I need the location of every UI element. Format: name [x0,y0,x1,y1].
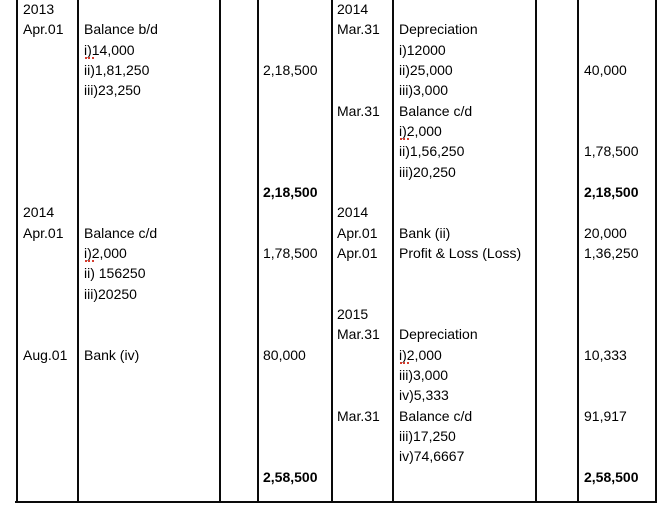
credit-entry2-item-i: i)2,000 [399,123,442,139]
credit-entry4-day: Apr.01 [337,245,378,261]
credit-entry3-particular: Bank (ii) [399,225,451,241]
table-right-border [655,0,657,502]
debit-entry2-particular: Balance c/d [84,225,158,241]
credit-entry4-amount: 1,36,250 [584,245,639,261]
debit-entry2-day: Apr.01 [23,225,64,241]
credit-total-1: 2,18,500 [584,184,639,200]
debit-entry1-year: 2013 [23,1,55,17]
credit-entry3-day: Apr.01 [337,225,378,241]
spellcheck-squiggle [400,362,409,364]
debit-entry1-item-iii: iii)23,250 [84,82,141,98]
credit-entry5-item-iii: iii)3,000 [399,367,449,383]
debit-total-1: 2,18,500 [263,184,318,200]
credit-entry1-particular: Depreciation [399,21,478,37]
debit-entry2-item-iii: iii)20250 [84,286,137,302]
debit-entry3-day: Aug.01 [23,347,68,363]
center-divider [331,0,333,502]
debit-entry1-particular: Balance b/d [84,21,158,37]
debit-entry2-item-ii: ii) 156250 [84,265,146,281]
debit-entry2-item-i: i)2,000 [84,245,127,261]
table-left-border [16,0,18,502]
credit-entry5-year: 2015 [337,306,369,322]
credit-entry2-item-ii: ii)1,56,250 [399,143,465,159]
credit-particulars-divider [535,0,537,502]
credit-entry6-item-iv: iv)74,6667 [399,448,465,464]
spellcheck-squiggle [85,260,94,262]
credit-entry2-amount: 1,78,500 [584,143,639,159]
credit-entry3-year: 2014 [337,204,369,220]
debit-total-2: 2,58,500 [263,469,318,485]
credit-entry5-item-i: i)2,000 [399,347,442,363]
credit-entry2-day: Mar.31 [337,103,380,119]
credit-entry6-day: Mar.31 [337,408,380,424]
credit-entry1-amount: 40,000 [584,62,627,78]
debit-date-divider [77,0,79,502]
credit-entry2-item-iii: iii)20,250 [399,164,456,180]
spellcheck-squiggle [85,57,94,59]
credit-entry5-particular: Depreciation [399,326,478,342]
credit-entry5-day: Mar.31 [337,326,380,342]
credit-entry1-item-iii: iii)3,000 [399,82,449,98]
credit-entry6-particular: Balance c/d [399,408,473,424]
credit-total-2: 2,58,500 [584,469,639,485]
debit-entry2-year: 2014 [23,204,55,220]
credit-entry1-item-i: i)12000 [399,42,446,58]
credit-entry5-item-iv: iv)5,333 [399,387,449,403]
debit-entry3-particular: Bank (iv) [84,347,140,363]
debit-entry3-amount: 80,000 [263,347,306,363]
credit-date-divider [392,0,394,502]
debit-entry1-amount: 2,18,500 [263,62,318,78]
debit-entry1-day: Apr.01 [23,21,64,37]
credit-entry1-year: 2014 [337,1,369,17]
credit-entry2-particular: Balance c/d [399,103,473,119]
credit-entry6-amount: 91,917 [584,408,627,424]
credit-entry4-particular: Profit & Loss (Loss) [399,245,522,261]
credit-folio-divider [577,0,579,502]
credit-entry1-day: Mar.31 [337,21,380,37]
debit-particulars-divider [219,0,221,502]
debit-folio-divider [257,0,259,502]
credit-entry5-amount: 10,333 [584,347,627,363]
debit-entry2-amount: 1,78,500 [263,245,318,261]
table-bottom-border [15,501,657,503]
credit-entry3-amount: 20,000 [584,225,627,241]
credit-entry6-item-iii: iii)17,250 [399,428,456,444]
debit-entry1-item-ii: ii)1,81,250 [84,62,150,78]
credit-entry1-item-ii: ii)25,000 [399,62,453,78]
spellcheck-squiggle [400,138,409,140]
debit-entry1-item-i: i)14,000 [84,42,135,58]
